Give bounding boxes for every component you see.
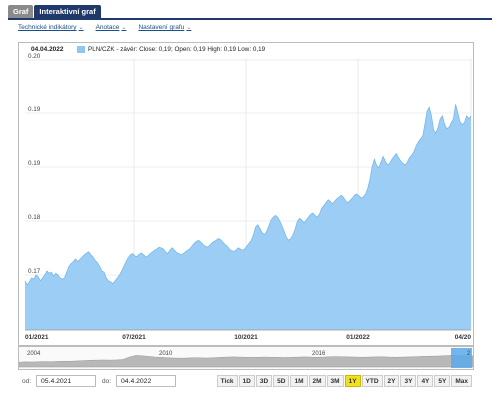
chart-menu: Technické indikátory ⌄ Anotace ⌄ Nastavení…: [18, 24, 191, 31]
range-button-3d[interactable]: 3D: [255, 375, 273, 387]
range-button-2m[interactable]: 2M: [308, 375, 326, 387]
series-line: [24, 104, 472, 286]
range-buttons: Tick 1D 3D 5D 1M 2M 3M 1Y YTD 2Y 3Y 4Y 5Y Max: [216, 375, 472, 387]
chart-legend: PLN/CZK - závěr: Close: 0,19; Open: 0,19…: [77, 46, 265, 53]
chart-date: 04.04.2022: [31, 46, 64, 53]
range-button-5d[interactable]: 5D: [273, 375, 290, 387]
to-date-input[interactable]: 04.4.2022: [116, 375, 176, 387]
range-button-1m[interactable]: 1M: [290, 375, 308, 387]
navigator-label: 2: [467, 351, 471, 357]
tab-underline: [8, 18, 492, 20]
navigator-chart[interactable]: 2004 2010 2016 2: [18, 347, 474, 369]
range-button-1y[interactable]: 1Y: [344, 375, 361, 387]
range-button-2y[interactable]: 2Y: [383, 375, 400, 387]
x-tick-label: 01/2022: [346, 334, 370, 341]
y-tick-label: 0.19: [28, 106, 41, 113]
range-button-3y[interactable]: 3Y: [400, 375, 417, 387]
range-button-tick[interactable]: Tick: [216, 375, 238, 387]
price-area-chart[interactable]: 0.200.190.190.180.170.1701/202107/202110…: [19, 43, 473, 345]
legend-text: PLN/CZK - závěr: Close: 0,19; Open: 0,19…: [88, 46, 266, 53]
y-tick-label: 0.20: [28, 53, 41, 60]
main-chart[interactable]: 0.200.190.190.180.170.1701/202107/202110…: [18, 42, 474, 346]
chevron-down-icon: ⌄: [186, 25, 192, 31]
legend-swatch: [77, 46, 85, 53]
technical-indicators-menu[interactable]: Technické indikátory ⌄: [18, 24, 84, 31]
chevron-down-icon: ⌄: [121, 25, 127, 31]
navigator-label: 2010: [159, 351, 173, 357]
x-tick-label: 07/2021: [122, 334, 146, 341]
annotations-menu[interactable]: Anotace ⌄: [95, 24, 127, 31]
from-label: od:: [22, 378, 32, 385]
navigator-label: 2004: [27, 351, 41, 357]
navigator[interactable]: 2004 2010 2016 2: [18, 346, 474, 370]
from-date-input[interactable]: 05.4.2021: [36, 375, 96, 387]
y-tick-label: 0.19: [28, 160, 41, 167]
tab-graf[interactable]: Graf: [8, 5, 34, 19]
x-tick-label: 01/2021: [25, 334, 49, 341]
range-button-1d[interactable]: 1D: [238, 375, 255, 387]
range-button-max[interactable]: Max: [451, 375, 472, 387]
tab-interactive-chart[interactable]: Interaktivní graf: [34, 5, 101, 19]
to-label: do:: [102, 378, 112, 385]
y-tick-label: 0.17: [28, 268, 41, 275]
range-button-3m[interactable]: 3M: [326, 375, 344, 387]
x-tick-label: 04/20: [455, 334, 472, 341]
y-tick-label: 0.18: [28, 214, 41, 221]
range-button-ytd[interactable]: YTD: [361, 375, 383, 387]
range-controls: od: 05.4.2021 do: 04.4.2022 Tick 1D 3D 5D 1M…: [18, 375, 472, 389]
chart-settings-menu[interactable]: Nastavení grafu ⌄: [138, 24, 192, 31]
navigator-selection: [451, 348, 472, 368]
range-button-4y[interactable]: 4Y: [417, 375, 434, 387]
range-button-5y[interactable]: 5Y: [434, 375, 451, 387]
navigator-label: 2016: [312, 351, 326, 357]
chevron-down-icon: ⌄: [78, 25, 84, 31]
navigator-area: [18, 354, 474, 368]
chart-tabs: Graf Interaktivní graf: [8, 5, 101, 19]
series-area: [25, 104, 471, 330]
x-tick-label: 10/2021: [234, 334, 258, 341]
